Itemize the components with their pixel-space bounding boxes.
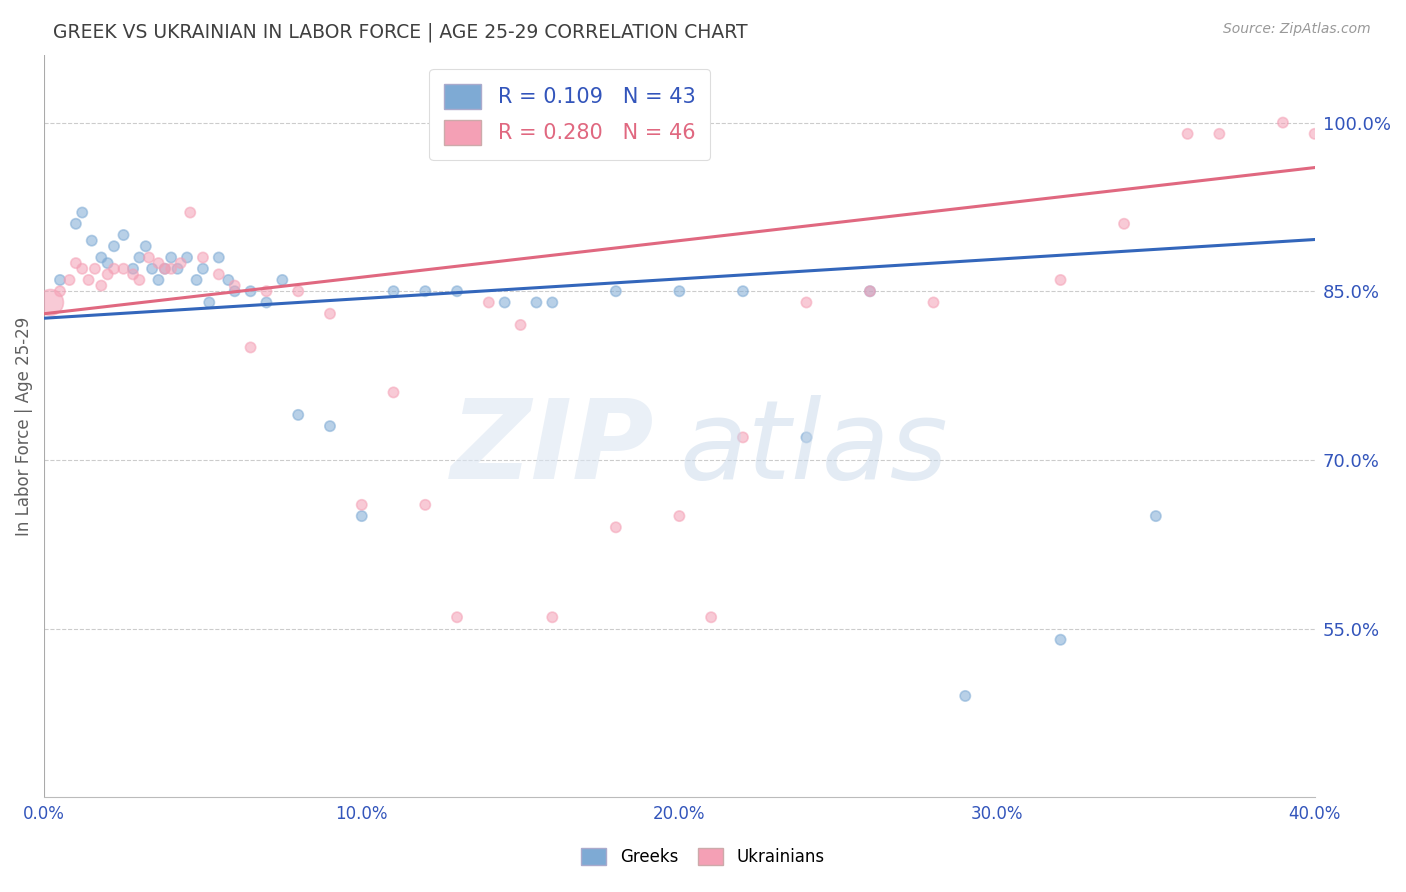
Point (731, 284, 754, 298)
Point (350, 498, 373, 512)
Point (103, 261, 125, 276)
Point (1144, 509, 1167, 524)
Point (65, 256, 87, 270)
Point (605, 284, 627, 298)
Point (160, 261, 183, 276)
Point (1112, 217, 1135, 231)
Point (208, 251, 231, 265)
Point (191, 261, 214, 276)
Point (1208, 127, 1230, 141)
Point (49, 273, 72, 287)
Point (103, 239, 125, 253)
Point (413, 498, 436, 512)
Point (239, 341, 262, 355)
Point (141, 261, 163, 276)
Point (128, 251, 150, 265)
Point (446, 284, 468, 298)
Point (191, 251, 214, 265)
Point (541, 295, 564, 310)
Point (80, 234, 103, 248)
Point (271, 273, 294, 287)
Point (256, 295, 278, 310)
Point (509, 318, 531, 332)
Point (382, 284, 405, 298)
Point (77, 273, 100, 287)
Point (224, 284, 246, 298)
Point (153, 261, 176, 276)
Point (160, 251, 183, 265)
Point (84, 261, 107, 276)
Point (478, 295, 501, 310)
Point (239, 284, 262, 298)
Point (1303, 127, 1326, 141)
Point (70, 205, 93, 219)
Legend: Greeks, Ukrainians: Greeks, Ukrainians (575, 841, 831, 873)
Point (731, 430, 754, 444)
Point (319, 419, 342, 434)
Point (1049, 632, 1071, 647)
Point (413, 284, 436, 298)
Point (70, 261, 93, 276)
Point (176, 251, 198, 265)
Point (605, 520, 627, 534)
Point (382, 385, 405, 400)
Point (668, 284, 690, 298)
Point (224, 278, 246, 293)
Point (446, 610, 468, 624)
Point (65, 217, 87, 231)
Y-axis label: In Labor Force | Age 25-29: In Labor Force | Age 25-29 (15, 317, 32, 536)
Point (49, 284, 72, 298)
Text: Source: ZipAtlas.com: Source: ZipAtlas.com (1223, 22, 1371, 37)
Point (1271, 115, 1294, 129)
Point (179, 205, 201, 219)
Point (112, 261, 135, 276)
Point (135, 239, 157, 253)
Point (39, 295, 62, 310)
Point (796, 430, 818, 444)
Point (122, 268, 145, 282)
Point (217, 273, 239, 287)
Point (350, 509, 373, 524)
Point (97, 268, 120, 282)
Point (319, 307, 342, 321)
Point (700, 610, 723, 624)
Point (90, 251, 112, 265)
Text: GREEK VS UKRAINIAN IN LABOR FORCE | AGE 25-29 CORRELATION CHART: GREEK VS UKRAINIAN IN LABOR FORCE | AGE … (53, 22, 748, 42)
Point (112, 227, 135, 242)
Point (859, 284, 882, 298)
Point (796, 295, 818, 310)
Point (128, 273, 150, 287)
Point (166, 261, 188, 276)
Point (955, 689, 977, 703)
Point (122, 261, 145, 276)
Point (153, 261, 176, 276)
Text: atlas: atlas (679, 395, 948, 502)
Text: ZIP: ZIP (450, 395, 654, 502)
Point (541, 610, 564, 624)
Point (859, 284, 882, 298)
Point (170, 256, 193, 270)
Point (1177, 127, 1199, 141)
Point (90, 278, 112, 293)
Point (287, 408, 309, 422)
Point (148, 273, 170, 287)
Point (668, 509, 690, 524)
Point (198, 295, 221, 310)
Point (922, 295, 945, 310)
Point (1049, 273, 1071, 287)
Point (526, 295, 548, 310)
Point (208, 268, 231, 282)
Point (148, 256, 170, 270)
Point (287, 284, 309, 298)
Point (494, 295, 516, 310)
Point (97, 256, 120, 270)
Legend: R = 0.109   N = 43, R = 0.280   N = 46: R = 0.109 N = 43, R = 0.280 N = 46 (429, 70, 710, 160)
Point (256, 284, 278, 298)
Point (138, 251, 160, 265)
Point (58, 273, 80, 287)
Point (186, 273, 208, 287)
